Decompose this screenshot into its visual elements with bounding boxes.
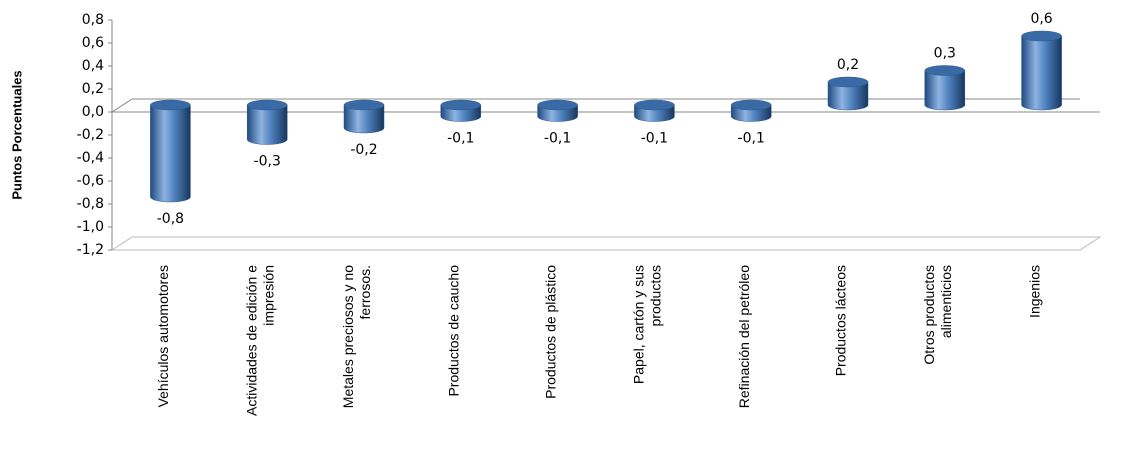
value-label: -0,1 [738, 131, 765, 147]
y-axis-title: Puntos Porcentuales [9, 70, 24, 199]
y-tick-label: -0,4 [77, 150, 104, 166]
bar-cap [343, 99, 385, 111]
y-tick-label: 0,6 [82, 35, 104, 51]
x-tick-label: Otros productos [921, 265, 937, 365]
x-tick-label: ferrosos. [357, 265, 373, 319]
value-label: -0,3 [254, 154, 281, 170]
bar-cap [827, 76, 869, 88]
x-tick-label: Actividades de edición e [243, 265, 259, 416]
x-tick-label: Ingenios [1026, 265, 1042, 318]
x-tick-label: impresión [260, 265, 276, 326]
bar-cap [730, 99, 772, 111]
y-tick-label: -0,8 [77, 196, 104, 212]
y-tick-label: 0,2 [82, 81, 104, 97]
value-label: -0,1 [544, 131, 571, 147]
y-tick-label: -1,0 [77, 219, 104, 235]
bar-cap [1021, 30, 1062, 42]
x-tick-label: productos [648, 265, 664, 326]
floor [110, 236, 1102, 251]
bar [343, 104, 385, 134]
y-tick-label: 0,4 [82, 58, 104, 74]
y-tick-label: 0,8 [82, 12, 104, 28]
value-label: -0,1 [447, 131, 474, 147]
bar [924, 70, 966, 111]
x-tick-label: Productos lácteos [833, 265, 849, 376]
value-label: -0,8 [157, 211, 184, 227]
bar [150, 104, 191, 203]
y-tick-label: -1,2 [77, 242, 104, 258]
y-tick-label: -0,2 [77, 127, 104, 143]
bar-cap [246, 99, 288, 111]
value-label: 0,6 [1030, 11, 1052, 27]
x-tick-label: Metales preciosos y no [340, 265, 356, 408]
bar [246, 104, 288, 145]
value-label: 0,2 [837, 57, 859, 73]
y-tick-label: -0,6 [77, 173, 104, 189]
x-tick-label: Vehículos automotores [155, 265, 171, 407]
x-tick-label: Refinación del petróleo [736, 265, 752, 408]
x-tick-label: Papel, cartón y sus [631, 265, 647, 384]
bar-cap [150, 99, 191, 111]
x-tick-label: alimenticios [938, 265, 954, 338]
value-label: -0,1 [641, 131, 668, 147]
bar-cap [634, 99, 675, 111]
x-tick-label: Productos de caucho [446, 265, 462, 397]
value-label: 0,3 [934, 46, 956, 62]
bar-cap [537, 99, 578, 111]
bar-cap [924, 65, 966, 76]
bar-cap [440, 99, 482, 111]
bar [1021, 35, 1062, 111]
bar [827, 81, 869, 111]
x-tick-label: Productos de plástico [542, 265, 558, 399]
y-tick-label: 0,0 [82, 104, 104, 120]
zero-side [111, 98, 133, 113]
value-label: -0,2 [350, 142, 377, 158]
